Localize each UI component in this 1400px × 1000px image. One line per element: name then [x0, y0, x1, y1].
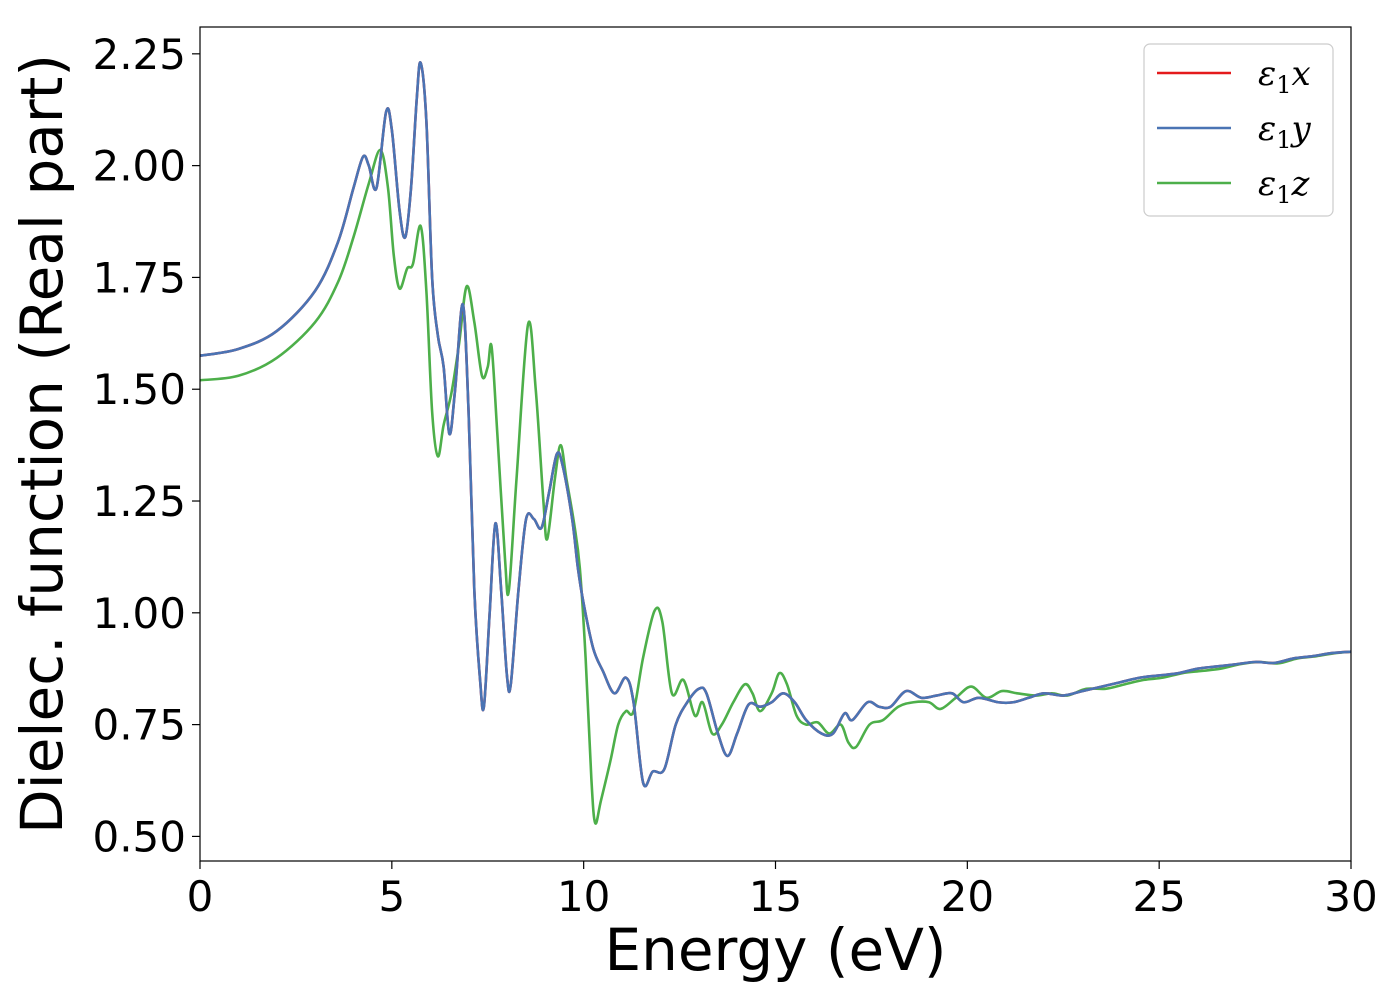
x-tick-label-30: 30	[1324, 872, 1377, 921]
series-line-z	[200, 148, 1351, 825]
series-layer	[200, 61, 1351, 825]
y-tick-label-1.25: 1.25	[92, 477, 186, 526]
legend: ε1x ε1y ε1z	[1143, 43, 1334, 217]
axes-layer: 0 5 10 15 20 25 30 0.50 0.75 1.00 1.25 1.50 1.75 2.00…	[92, 26, 1378, 921]
series-line-y	[200, 61, 1351, 788]
y-tick-label-1.50: 1.50	[92, 365, 186, 414]
y-tick-label-0.75: 0.75	[92, 701, 186, 750]
x-tick-label-5: 5	[378, 872, 405, 921]
y-tick-label-2.00: 2.00	[92, 142, 186, 191]
legend-label-x: ε1x	[1258, 54, 1311, 99]
legend-box	[1143, 43, 1334, 217]
y-tick-label-0.50: 0.50	[92, 812, 186, 861]
legend-label-y: ε1y	[1258, 109, 1312, 154]
legend-label-z: ε1z	[1258, 164, 1311, 209]
x-tick-label-0: 0	[187, 872, 214, 921]
x-tick-label-15: 15	[749, 872, 802, 921]
y-tick-label-2.25: 2.25	[92, 30, 186, 79]
y-axis-label: Dielec. function (Real part)	[8, 54, 76, 834]
x-tick-label-25: 25	[1132, 872, 1185, 921]
y-tick-label-1.75: 1.75	[92, 253, 186, 302]
x-tick-label-10: 10	[557, 872, 610, 921]
x-tick-label-20: 20	[941, 872, 994, 921]
y-tick-label-1.00: 1.00	[92, 589, 186, 638]
x-axis-label: Energy (eV)	[604, 916, 946, 984]
